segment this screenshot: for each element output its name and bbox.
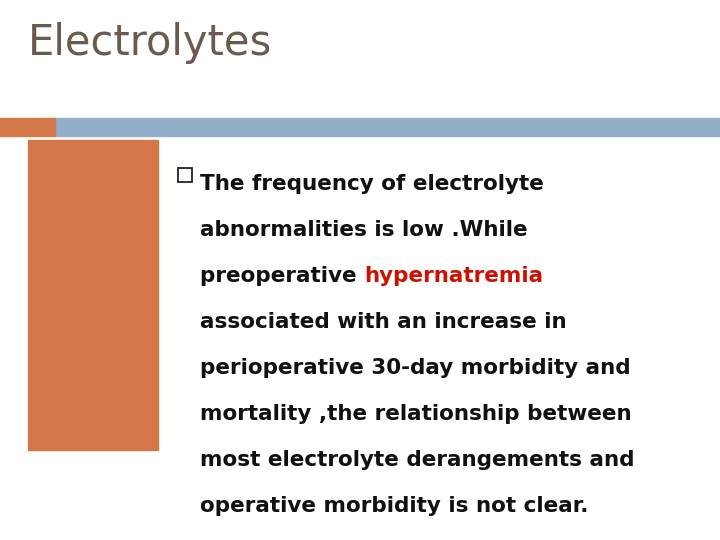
Text: associated with an increase in: associated with an increase in — [200, 312, 567, 332]
Text: operative morbidity is not clear.: operative morbidity is not clear. — [200, 496, 588, 516]
Text: perioperative 30-day morbidity and: perioperative 30-day morbidity and — [200, 358, 631, 378]
Text: preoperative: preoperative — [200, 266, 364, 286]
Bar — [28, 140, 158, 450]
FancyBboxPatch shape — [178, 168, 192, 182]
Text: hypernatremia: hypernatremia — [364, 266, 544, 286]
Text: abnormalities is low .While: abnormalities is low .While — [200, 220, 528, 240]
Text: Electrolytes: Electrolytes — [28, 22, 272, 64]
Bar — [55, 118, 720, 136]
Text: most electrolyte derangements and: most electrolyte derangements and — [200, 450, 634, 470]
Text: mortality ,the relationship between: mortality ,the relationship between — [200, 404, 631, 424]
Bar — [0, 118, 55, 136]
Text: The frequency of electrolyte: The frequency of electrolyte — [200, 174, 544, 194]
